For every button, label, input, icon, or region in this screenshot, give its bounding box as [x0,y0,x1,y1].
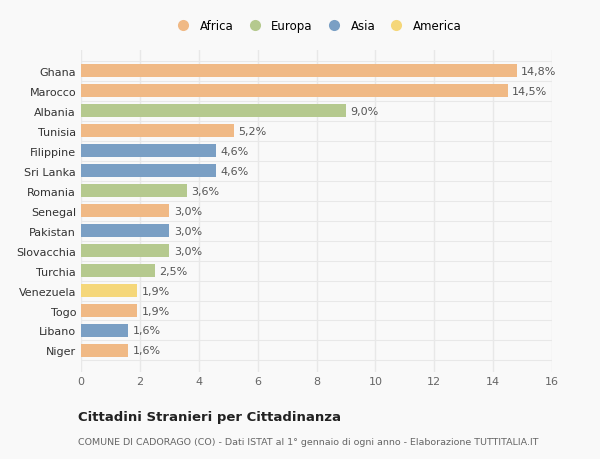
Legend: Africa, Europa, Asia, America: Africa, Europa, Asia, America [169,18,464,35]
Text: 1,9%: 1,9% [142,286,170,296]
Bar [81,145,217,158]
Text: 1,6%: 1,6% [133,326,161,336]
Text: 1,6%: 1,6% [133,346,161,356]
Text: 1,9%: 1,9% [142,306,170,316]
Text: COMUNE DI CADORAGO (CO) - Dati ISTAT al 1° gennaio di ogni anno - Elaborazione T: COMUNE DI CADORAGO (CO) - Dati ISTAT al … [78,437,539,446]
Text: 9,0%: 9,0% [350,106,379,117]
Bar [81,304,137,317]
Bar [81,65,517,78]
Text: 4,6%: 4,6% [221,146,249,157]
Bar [81,285,137,297]
Bar [81,245,169,257]
Text: 3,0%: 3,0% [174,206,202,216]
Bar [81,185,187,198]
Text: 3,0%: 3,0% [174,246,202,256]
Bar [81,165,217,178]
Bar [81,85,508,98]
Text: 3,0%: 3,0% [174,226,202,236]
Bar [81,344,128,357]
Text: 3,6%: 3,6% [191,186,220,196]
Bar [81,205,169,218]
Bar [81,325,128,337]
Bar [81,125,234,138]
Bar [81,105,346,118]
Text: 14,8%: 14,8% [521,67,556,77]
Text: 2,5%: 2,5% [159,266,187,276]
Bar [81,264,155,277]
Text: 4,6%: 4,6% [221,166,249,176]
Text: 14,5%: 14,5% [512,87,548,96]
Text: Cittadini Stranieri per Cittadinanza: Cittadini Stranieri per Cittadinanza [78,410,341,423]
Bar [81,224,169,238]
Text: 5,2%: 5,2% [238,126,267,136]
